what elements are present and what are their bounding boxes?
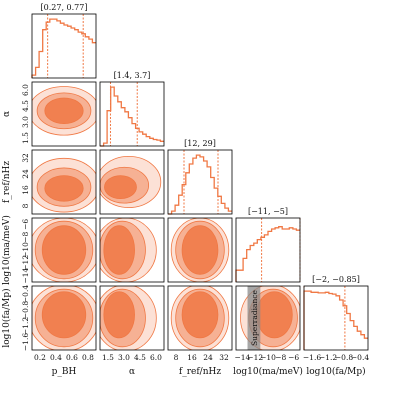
y-tick-label: 1.5 (21, 132, 30, 144)
y-tick-label: 24 (21, 169, 30, 179)
x-tick-label: −12 (247, 353, 263, 362)
x-axis-label-fref: f_ref/nHz (179, 367, 221, 377)
contour-level-3 (181, 291, 219, 339)
x-tick-label: 16 (187, 353, 197, 362)
x-tick-label: 8 (174, 353, 179, 362)
contour-panel-fa-vs-alpha (100, 286, 157, 350)
y-tick-label: 3.0 (21, 116, 30, 128)
x-tick-label: 0.4 (50, 353, 62, 362)
panel-frame-diag-fref (167, 149, 233, 215)
x-axis-label-fa: log10(fa/Mp) (306, 366, 365, 377)
panel-frame-4-2 (167, 285, 233, 351)
y-tick-label: 6.0 (21, 84, 30, 96)
contour-panel-fref-vs-pbh (32, 157, 96, 213)
x-tick-label: −0.4 (351, 353, 369, 362)
y-tick-label: −1.6 (21, 333, 30, 351)
contour-level-3 (103, 291, 135, 339)
panel-frame-diag-alpha (99, 81, 165, 147)
contour-panel-fa-vs-fref (170, 286, 230, 350)
x-axis-label-alpha: α (129, 367, 135, 377)
panel-frame-3-0 (31, 217, 97, 283)
x-tick-label: 0.8 (82, 353, 94, 362)
contour-level-3 (41, 291, 87, 339)
interval-label-ma: [−11, −5] (248, 207, 288, 216)
y-tick-label: 32 (21, 153, 30, 163)
contour-level-3 (41, 225, 87, 275)
x-tick-label: 4.5 (134, 353, 146, 362)
x-tick-label: −6 (288, 353, 299, 362)
histogram-fa (303, 290, 368, 350)
x-tick-label: −14 (234, 353, 250, 362)
y-tick-label: −8 (21, 231, 30, 242)
panel-frame-diag-pbh (31, 13, 97, 79)
y-tick-label: −6 (21, 219, 30, 230)
y-axis-label-fref: f_ref/nHz (2, 161, 12, 203)
panel-frame-4-0 (31, 285, 97, 351)
x-tick-label: 24 (203, 353, 213, 362)
contour-panel-ma-vs-alpha (100, 218, 157, 282)
panel-frame-diag-fa (303, 285, 369, 351)
contour-panel-fa-vs-ma (240, 286, 300, 350)
contour-level-3 (44, 175, 84, 202)
y-tick-label: 16 (21, 185, 30, 195)
x-tick-label: −0.8 (335, 353, 353, 362)
y-tick-label: −14 (21, 267, 30, 283)
contour-level-3 (104, 175, 137, 200)
y-axis-label-fa: log10(fa/Mp) (1, 288, 12, 347)
y-tick-label: 4.5 (21, 100, 30, 112)
x-tick-label: 1.5 (102, 353, 114, 362)
x-tick-label: 6.0 (150, 353, 162, 362)
panel-frame-3-2 (167, 217, 233, 283)
histogram-pbh (31, 18, 96, 78)
x-tick-label: 3.0 (118, 353, 130, 362)
interval-label-fref: [12, 29] (184, 139, 216, 148)
contour-level-3 (256, 291, 293, 339)
histogram-fref (168, 154, 232, 215)
contour-level-3 (44, 97, 84, 125)
panel-frame-diag-ma (235, 217, 301, 283)
interval-label-pbh: [0.27, 0.77] (41, 3, 88, 12)
contour-panel-fa-vs-pbh (32, 286, 96, 350)
x-tick-label: −8 (275, 353, 286, 362)
x-tick-label: 0.2 (34, 353, 46, 362)
y-tick-label: −10 (21, 242, 30, 258)
panel-frame-3-1 (99, 217, 165, 283)
x-tick-label: −10 (260, 353, 276, 362)
superradiance-band (247, 286, 261, 350)
contour-panel-alpha-vs-pbh (32, 86, 96, 136)
panel-frame-4-1 (99, 285, 165, 351)
x-tick-label: −1.2 (319, 353, 337, 362)
x-tick-label: 32 (219, 353, 229, 362)
contour-panel-ma-vs-fref (170, 218, 230, 282)
x-tick-label: 0.6 (66, 353, 78, 362)
contour-level-3 (103, 225, 135, 275)
interval-label-alpha: [1.4, 3.7] (114, 71, 151, 80)
y-tick-label: −1.2 (21, 317, 30, 335)
x-tick-label: −1.6 (303, 353, 321, 362)
y-tick-label: −0.8 (21, 301, 30, 319)
panel-frame-4-3 (235, 285, 301, 351)
contour-panel-fref-vs-alpha (100, 156, 162, 208)
y-tick-label: 8 (21, 203, 30, 208)
x-axis-label-ma: log10(ma/meV) (233, 366, 303, 377)
y-axis-label-ma: log10(ma/meV) (1, 215, 12, 285)
x-axis-label-pbh: p_BH (52, 367, 77, 377)
y-axis-label-alpha: α (2, 111, 12, 117)
y-tick-label: −0.4 (21, 285, 30, 303)
panel-frame-2-1 (99, 149, 165, 215)
interval-label-fa: [−2, −0.85] (312, 275, 360, 284)
contour-level-3 (181, 225, 219, 275)
superradiance-label: Superradiance (250, 289, 259, 346)
histogram-alpha (100, 86, 164, 147)
panel-frame-1-0 (31, 81, 97, 147)
contour-panel-ma-vs-pbh (32, 218, 96, 282)
histogram-ma (235, 226, 300, 282)
y-tick-label: −12 (21, 255, 30, 271)
panel-frame-2-0 (31, 149, 97, 215)
